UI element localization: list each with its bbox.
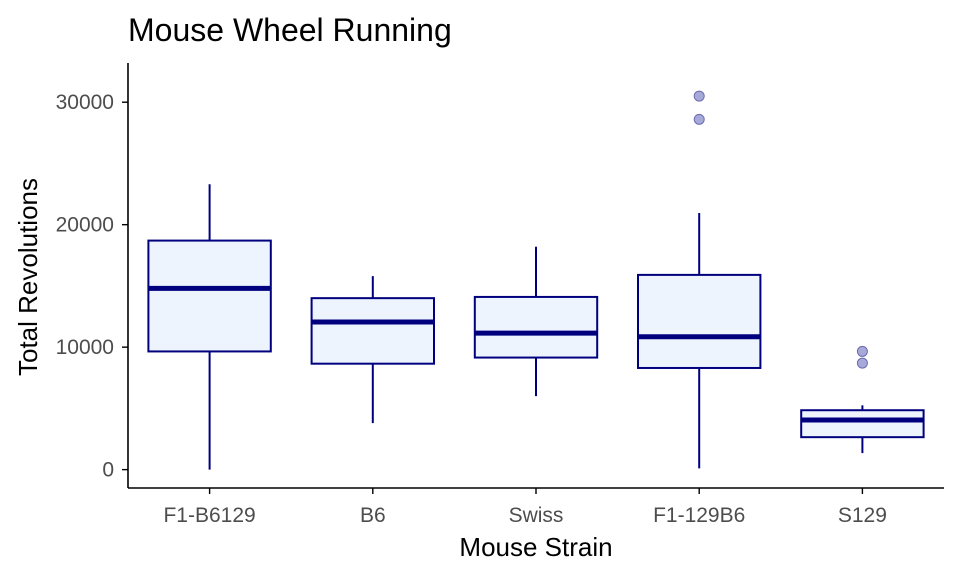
x-tick-label: F1-129B6 bbox=[653, 504, 745, 527]
y-axis-title: Total Revolutions bbox=[13, 178, 43, 376]
plot-area: 0 10000 20000 30000 F1-B6129 B6 Swiss F1-129B6 S… bbox=[56, 63, 944, 527]
chart-title: Mouse Wheel Running bbox=[128, 12, 452, 48]
x-tick-label: B6 bbox=[360, 504, 386, 527]
y-tick-label: 0 bbox=[102, 459, 114, 482]
x-tick-label: F1-B6129 bbox=[163, 504, 255, 527]
x-tick-label: Swiss bbox=[509, 504, 564, 527]
y-tick-label: 20000 bbox=[56, 214, 114, 237]
x-tick-label: S129 bbox=[838, 504, 887, 527]
outlier-point bbox=[856, 345, 868, 357]
outlier-point bbox=[693, 113, 705, 125]
outlier-point bbox=[693, 90, 705, 102]
box-iqr bbox=[473, 295, 599, 359]
box-iqr bbox=[800, 409, 925, 439]
box-iqr bbox=[310, 297, 436, 365]
box-iqr bbox=[147, 239, 272, 353]
box-iqr bbox=[637, 273, 762, 369]
y-tick-label: 10000 bbox=[56, 336, 114, 359]
x-axis-title: Mouse Strain bbox=[459, 532, 612, 562]
y-tick-label: 30000 bbox=[56, 91, 114, 114]
outlier-point bbox=[856, 357, 868, 369]
